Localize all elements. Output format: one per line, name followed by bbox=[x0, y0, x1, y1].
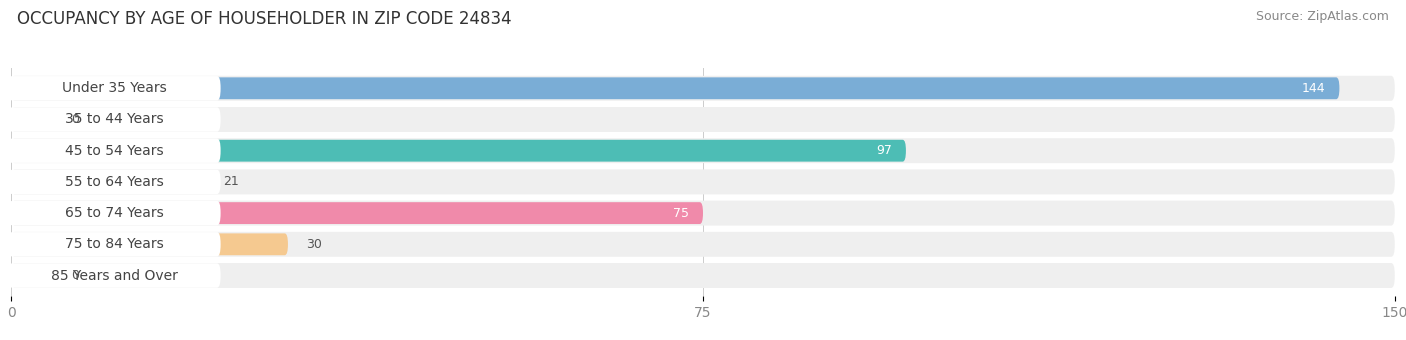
FancyBboxPatch shape bbox=[8, 264, 221, 288]
Text: 55 to 64 Years: 55 to 64 Years bbox=[65, 175, 165, 189]
Text: 35 to 44 Years: 35 to 44 Years bbox=[65, 113, 165, 126]
Text: 75 to 84 Years: 75 to 84 Years bbox=[65, 237, 165, 251]
Text: 85 Years and Over: 85 Years and Over bbox=[51, 269, 179, 283]
Text: Under 35 Years: Under 35 Years bbox=[62, 81, 167, 95]
Text: 21: 21 bbox=[224, 175, 239, 188]
Text: 45 to 54 Years: 45 to 54 Years bbox=[65, 144, 165, 158]
FancyBboxPatch shape bbox=[8, 232, 221, 256]
FancyBboxPatch shape bbox=[11, 171, 205, 193]
FancyBboxPatch shape bbox=[11, 138, 1395, 163]
FancyBboxPatch shape bbox=[11, 108, 53, 131]
FancyBboxPatch shape bbox=[11, 202, 703, 224]
Text: 0: 0 bbox=[72, 113, 79, 126]
FancyBboxPatch shape bbox=[11, 78, 1340, 99]
FancyBboxPatch shape bbox=[11, 169, 1395, 194]
FancyBboxPatch shape bbox=[11, 233, 288, 255]
Text: 65 to 74 Years: 65 to 74 Years bbox=[65, 206, 165, 220]
Text: 30: 30 bbox=[307, 238, 322, 251]
FancyBboxPatch shape bbox=[8, 107, 221, 132]
FancyBboxPatch shape bbox=[8, 76, 221, 100]
Text: Source: ZipAtlas.com: Source: ZipAtlas.com bbox=[1256, 10, 1389, 23]
FancyBboxPatch shape bbox=[8, 201, 221, 225]
FancyBboxPatch shape bbox=[11, 201, 1395, 225]
FancyBboxPatch shape bbox=[11, 263, 1395, 288]
Text: 97: 97 bbox=[876, 144, 891, 157]
Text: 75: 75 bbox=[673, 207, 689, 220]
FancyBboxPatch shape bbox=[11, 140, 905, 161]
Text: 0: 0 bbox=[72, 269, 79, 282]
Text: 144: 144 bbox=[1302, 82, 1326, 95]
Text: OCCUPANCY BY AGE OF HOUSEHOLDER IN ZIP CODE 24834: OCCUPANCY BY AGE OF HOUSEHOLDER IN ZIP C… bbox=[17, 10, 512, 28]
FancyBboxPatch shape bbox=[11, 76, 1395, 101]
FancyBboxPatch shape bbox=[11, 232, 1395, 257]
FancyBboxPatch shape bbox=[11, 107, 1395, 132]
FancyBboxPatch shape bbox=[8, 170, 221, 194]
FancyBboxPatch shape bbox=[11, 265, 53, 286]
FancyBboxPatch shape bbox=[8, 138, 221, 163]
